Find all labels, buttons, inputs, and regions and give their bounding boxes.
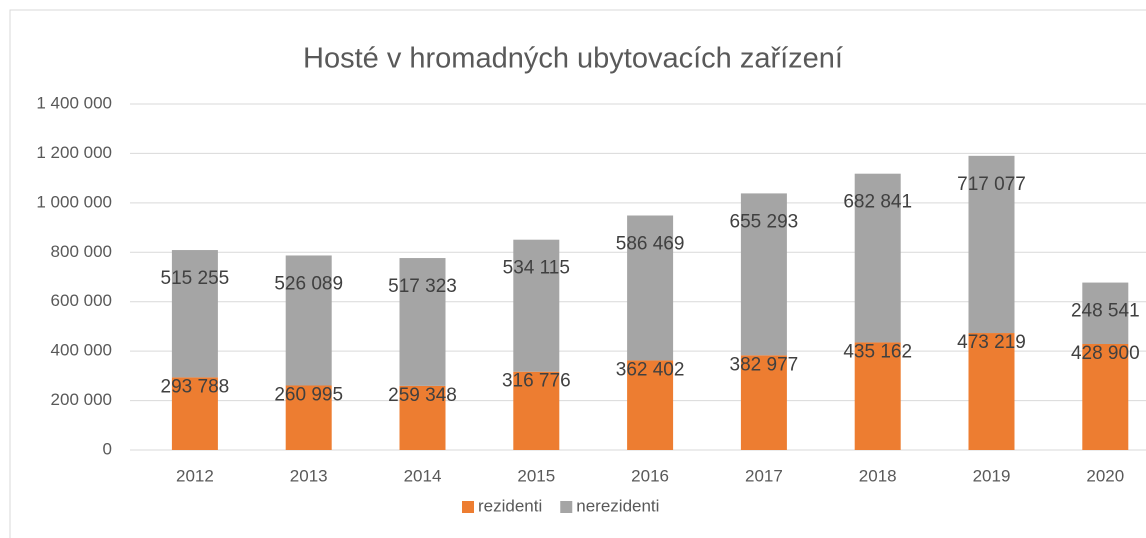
y-tick-label: 400 000 [51, 341, 112, 360]
y-tick-label: 1 200 000 [36, 143, 112, 162]
data-label: 259 348 [388, 385, 457, 406]
bar-segment [740, 193, 787, 356]
legend-label: rezidenti [478, 496, 542, 515]
bar-segment [399, 385, 446, 450]
bar-segment [854, 173, 901, 343]
bar-segment [854, 342, 901, 450]
data-label: 362 402 [616, 359, 685, 380]
bar-segment [627, 360, 674, 450]
data-label: 515 255 [161, 268, 230, 289]
data-label: 435 162 [843, 341, 912, 362]
data-label: 260 995 [274, 385, 343, 406]
y-tick-label: 0 [103, 439, 112, 458]
chart-title: Hosté v hromadných ubytovacích zařízení [303, 43, 843, 75]
bar-segment [740, 355, 787, 450]
data-label: 717 077 [957, 174, 1026, 195]
data-label: 473 219 [957, 332, 1026, 353]
x-tick-label: 2020 [1086, 466, 1124, 485]
bar-segment [627, 215, 674, 361]
bar-segment [171, 377, 218, 450]
bar-segment [968, 333, 1015, 450]
bar-segment [513, 371, 560, 450]
x-tick-label: 2016 [631, 466, 669, 485]
x-tick-label: 2018 [859, 466, 897, 485]
bar-segment [399, 258, 446, 386]
chart-border [9, 9, 1146, 538]
x-tick-label: 2015 [517, 466, 555, 485]
bar-segment [285, 385, 332, 450]
x-tick-label: 2017 [745, 466, 783, 485]
legend-label: nerezidenti [576, 496, 659, 515]
data-label: 586 469 [616, 234, 685, 255]
y-tick-label: 800 000 [51, 242, 112, 261]
bar-segment [968, 155, 1015, 334]
data-label: 682 841 [843, 192, 912, 213]
y-tick-label: 1 400 000 [36, 93, 112, 112]
x-tick-label: 2013 [290, 466, 328, 485]
x-tick-label: 2014 [404, 466, 442, 485]
bar-segment [171, 250, 218, 378]
data-label: 248 541 [1071, 301, 1140, 322]
data-label: 316 776 [502, 371, 571, 392]
bar-segment [285, 255, 332, 386]
bar-segment [1082, 344, 1129, 450]
data-label: 428 900 [1071, 343, 1140, 364]
bar-segment [1082, 282, 1129, 345]
y-tick-label: 600 000 [51, 291, 112, 310]
data-label: 293 788 [161, 376, 230, 397]
legend-swatch [462, 501, 474, 513]
data-label: 655 293 [730, 211, 799, 232]
y-tick-label: 1 000 000 [36, 192, 112, 211]
x-tick-label: 2019 [973, 466, 1011, 485]
data-label: 382 977 [730, 354, 799, 375]
x-tick-label: 2012 [176, 466, 214, 485]
data-label: 534 115 [503, 258, 570, 279]
data-label: 526 089 [274, 273, 343, 294]
data-label: 517 323 [388, 276, 457, 297]
legend-swatch [560, 501, 573, 513]
y-tick-label: 200 000 [51, 390, 112, 409]
bar-segment [513, 239, 560, 372]
